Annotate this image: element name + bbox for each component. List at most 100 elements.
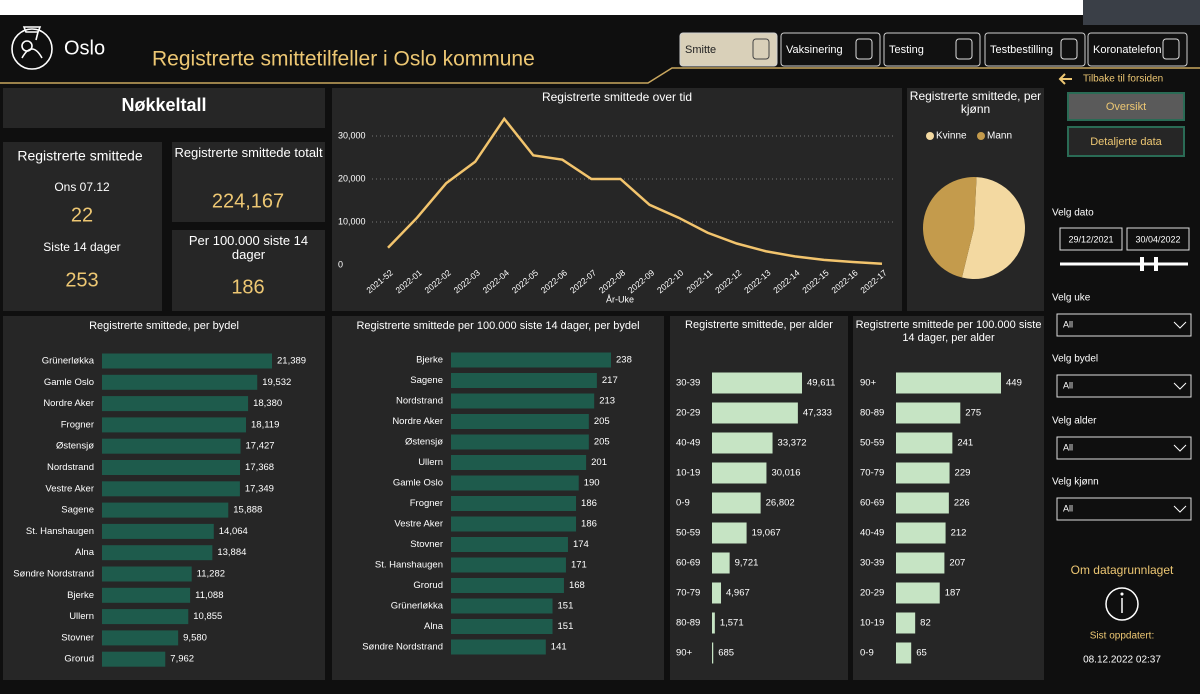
y-tick-label: Nordre Aker [392, 416, 443, 427]
dropdown[interactable] [1056, 497, 1192, 521]
bar [712, 402, 798, 424]
bar [896, 432, 953, 454]
y-tick-label: Gamle Oslo [44, 377, 94, 388]
nav-tab-label[interactable]: Vaksinering [786, 44, 843, 56]
bar [102, 353, 272, 369]
bar [102, 630, 179, 646]
y-tick-label: 90+ [860, 378, 877, 389]
kpi-label: Registrerte smittede totalt [174, 146, 323, 160]
y-tick-label: Nordstrand [396, 396, 443, 407]
nav-tab[interactable] [984, 32, 1086, 67]
slider-handle[interactable] [1140, 257, 1144, 271]
bar [451, 578, 564, 593]
dropdown-value[interactable]: All [1063, 380, 1073, 390]
y-tick-label: Ullern [418, 457, 443, 468]
data-label: 238 [616, 355, 632, 366]
bar [102, 438, 241, 454]
kpi-value: 253 [65, 269, 98, 291]
data-label: 241 [957, 438, 973, 449]
button[interactable] [1067, 126, 1185, 157]
page-title: Registrerte smittetilfeller i Oslo kommu… [152, 48, 535, 71]
bar [451, 475, 579, 491]
about-label[interactable]: Om datagrunnlaget [1071, 563, 1174, 577]
bar-panel [3, 316, 325, 680]
bar [712, 432, 773, 454]
back-link[interactable]: Tilbake til forsiden [1083, 74, 1163, 85]
bar [712, 492, 761, 514]
dropdown-value[interactable]: All [1063, 319, 1073, 329]
bar [102, 587, 191, 603]
date-input[interactable] [1126, 227, 1190, 251]
data-label: 15,888 [233, 505, 262, 516]
nav-tab-label[interactable]: Testing [889, 44, 924, 56]
dropdown[interactable] [1056, 374, 1192, 398]
data-label: 18,380 [253, 398, 282, 409]
button[interactable] [1067, 92, 1185, 121]
nav-tab-label[interactable]: Smitte [685, 44, 716, 56]
button-label[interactable]: Oversikt [1106, 101, 1146, 113]
data-label: 226 [954, 498, 970, 509]
y-tick-label: 20-29 [676, 408, 700, 419]
y-tick-label: 30-39 [676, 378, 700, 389]
nav-tab[interactable] [1087, 32, 1188, 67]
nav-tab-label[interactable]: Koronatelefon [1093, 44, 1162, 56]
y-tick-label: Vestre Aker [394, 519, 443, 530]
back-arrow[interactable] [1058, 73, 1072, 85]
chart-title-box: Registrerte smittede, per alder [685, 319, 833, 331]
dropdown-arrow[interactable] [1173, 505, 1187, 513]
data-label: 217 [602, 375, 618, 386]
date-value[interactable]: 29/12/2021 [1068, 234, 1113, 244]
data-label: 168 [569, 580, 585, 591]
bar [102, 481, 240, 497]
info-icon[interactable] [1105, 587, 1139, 621]
filter-label: Velg alder [1052, 416, 1097, 427]
dropdown-value[interactable]: All [1063, 442, 1073, 452]
button-label[interactable]: Detaljerte data [1090, 136, 1162, 148]
y-tick-label: 50-59 [676, 528, 700, 539]
dropdown[interactable] [1056, 313, 1192, 337]
bar [102, 566, 192, 582]
bar [896, 492, 949, 514]
y-tick-label: Nordstrand [47, 462, 94, 473]
kpi-panel [172, 142, 325, 222]
y-tick-label: Alna [75, 547, 95, 558]
dropdown-arrow[interactable] [1173, 444, 1187, 452]
slider-handle[interactable] [1154, 257, 1158, 271]
chart-title-box: Registrerte smittede per 100.000 siste 1… [856, 319, 1042, 344]
nav-tab-label[interactable]: Testbestilling [990, 44, 1053, 56]
data-label: 151 [558, 601, 574, 612]
bar [896, 522, 946, 544]
chart-title: Registrerte smittede over tid [542, 90, 692, 104]
kpi-label-box: Per 100.000 siste 14 dager [188, 234, 309, 262]
date-value[interactable]: 30/04/2022 [1135, 234, 1180, 244]
bar [102, 545, 213, 561]
bar [712, 612, 715, 634]
dropdown-value[interactable]: All [1063, 503, 1073, 513]
legend-label: Kvinne [936, 131, 967, 142]
bar [451, 455, 587, 470]
dropdown-arrow[interactable] [1173, 382, 1187, 390]
data-label: 33,372 [778, 438, 807, 449]
bar [451, 639, 546, 655]
kpi-label: Per 100.000 siste 14 dager [188, 234, 309, 262]
data-label: 205 [594, 437, 610, 448]
data-label: 17,368 [245, 462, 274, 473]
data-label: 186 [581, 519, 597, 530]
y-tick-label: Frogner [410, 498, 443, 509]
legend-swatch [926, 132, 934, 140]
kpi-panel [3, 142, 162, 311]
y-tick-label: 70-79 [676, 588, 700, 599]
nav-tab[interactable] [780, 32, 881, 67]
chart-title: Registrerte smittede, per kjønn [909, 90, 1042, 116]
y-tick-label: Østensjø [56, 441, 94, 452]
dropdown[interactable] [1056, 436, 1192, 460]
y-tick-label: Ullern [69, 611, 94, 622]
data-label: 201 [591, 457, 607, 468]
bar [102, 502, 229, 518]
y-tick-label: Nordre Aker [43, 398, 94, 409]
dropdown-arrow[interactable] [1173, 321, 1187, 329]
date-input[interactable] [1059, 227, 1123, 251]
y-tick-label: Frogner [61, 419, 94, 430]
pie-slice [961, 177, 1025, 279]
bar [896, 462, 950, 484]
